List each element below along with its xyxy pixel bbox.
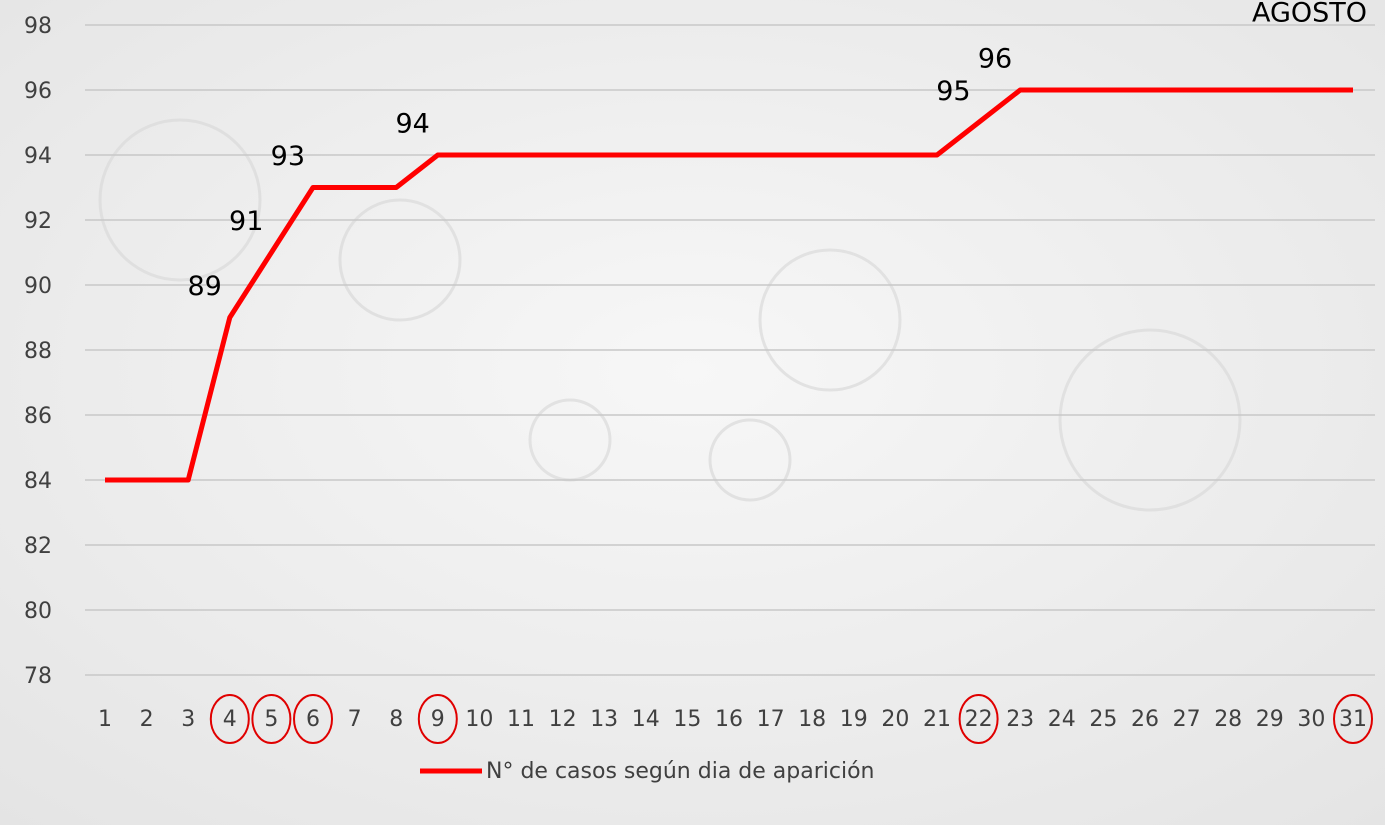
x-tick-label: 28 <box>1214 707 1242 732</box>
x-tick-label: 15 <box>673 707 701 732</box>
x-tick-label: 22 <box>965 707 993 732</box>
x-tick-label: 20 <box>881 707 909 732</box>
data-label: 91 <box>229 206 263 237</box>
x-tick-label: 16 <box>715 707 743 732</box>
x-tick-label: 5 <box>264 707 278 732</box>
x-tick-label: 1 <box>98 707 112 732</box>
data-label: 93 <box>271 141 305 172</box>
legend-label: N° de casos según dia de aparición <box>486 759 874 784</box>
x-tick-label: 2 <box>140 707 154 732</box>
y-tick-label: 82 <box>24 534 52 559</box>
background-pattern <box>98 118 1242 512</box>
x-tick-label: 30 <box>1297 707 1325 732</box>
x-tick-label: 24 <box>1048 707 1076 732</box>
data-label: 89 <box>187 271 221 302</box>
x-tick-label: 29 <box>1256 707 1284 732</box>
x-tick-label: 11 <box>507 707 535 732</box>
x-tick-label: 27 <box>1173 707 1201 732</box>
x-tick-label: 14 <box>632 707 660 732</box>
highlight-circle <box>417 694 458 744</box>
x-tick-label: 7 <box>348 707 362 732</box>
highlight-circle <box>958 694 999 744</box>
y-tick-label: 90 <box>24 274 52 299</box>
x-tick-label: 19 <box>840 707 868 732</box>
x-tick-label: 13 <box>590 707 618 732</box>
y-tick-label: 78 <box>24 664 52 689</box>
highlight-circle <box>251 694 292 744</box>
x-tick-label: 17 <box>757 707 785 732</box>
highlight-circle <box>1333 694 1373 744</box>
x-tick-label: 12 <box>549 707 577 732</box>
data-label: 95 <box>936 76 970 107</box>
x-tick-label: 4 <box>223 707 237 732</box>
x-tick-label: 8 <box>389 707 403 732</box>
x-tick-label: 18 <box>798 707 826 732</box>
highlight-circle <box>293 694 333 744</box>
x-tick-label: 25 <box>1089 707 1117 732</box>
y-tick-label: 88 <box>24 339 52 364</box>
y-tick-label: 86 <box>24 404 52 429</box>
x-tick-label: 9 <box>431 707 445 732</box>
x-tick-label: 10 <box>465 707 493 732</box>
y-tick-label: 92 <box>24 209 52 234</box>
x-tick-label: 3 <box>181 707 195 732</box>
x-tick-label: 26 <box>1131 707 1159 732</box>
y-tick-label: 84 <box>24 469 52 494</box>
data-line <box>105 87 1353 483</box>
chart-title: AGOSTO <box>1252 0 1367 29</box>
x-tick-label: 23 <box>1006 707 1034 732</box>
highlight-circle <box>209 694 250 744</box>
y-tick-label: 98 <box>24 14 52 39</box>
data-label: 94 <box>395 109 429 140</box>
y-tick-label: 80 <box>24 599 52 624</box>
y-tick-label: 96 <box>24 79 52 104</box>
x-tick-label: 6 <box>306 707 320 732</box>
x-tick-label: 21 <box>923 707 951 732</box>
data-label: 96 <box>978 44 1012 75</box>
y-tick-label: 94 <box>24 144 52 169</box>
x-tick-label: 31 <box>1339 707 1367 732</box>
